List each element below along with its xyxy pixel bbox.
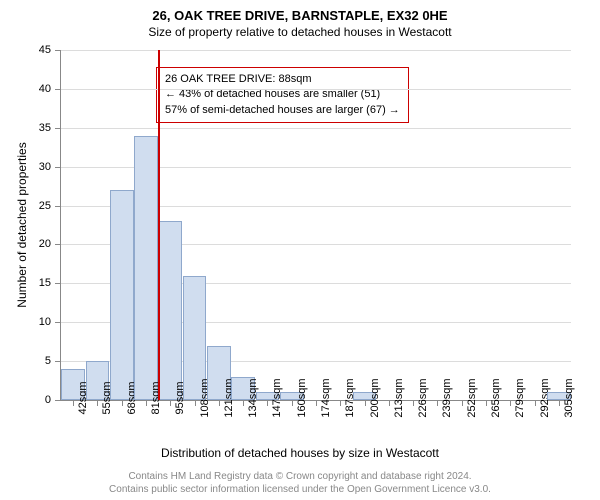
x-tick-label: 200sqm bbox=[369, 378, 381, 417]
y-tick-label: 45 bbox=[39, 44, 51, 56]
y-tick bbox=[55, 206, 61, 207]
histogram-bar bbox=[110, 190, 134, 400]
x-tick-label: 213sqm bbox=[393, 378, 405, 417]
x-tick-label: 239sqm bbox=[441, 378, 453, 417]
y-tick bbox=[55, 128, 61, 129]
x-tick bbox=[97, 400, 98, 406]
x-tick bbox=[267, 400, 268, 406]
grid-line bbox=[61, 89, 571, 90]
x-tick bbox=[146, 400, 147, 406]
y-tick-label: 40 bbox=[39, 83, 51, 95]
y-tick-label: 0 bbox=[45, 394, 51, 406]
y-tick-label: 25 bbox=[39, 200, 51, 212]
y-tick-label: 10 bbox=[39, 316, 51, 328]
x-tick-label: 305sqm bbox=[563, 378, 575, 417]
x-tick bbox=[389, 400, 390, 406]
annotation-line1: 26 OAK TREE DRIVE: 88sqm bbox=[165, 72, 400, 87]
x-tick-label: 252sqm bbox=[466, 378, 478, 417]
x-tick bbox=[340, 400, 341, 406]
x-tick bbox=[122, 400, 123, 406]
x-tick-label: 279sqm bbox=[514, 378, 526, 417]
y-tick bbox=[55, 361, 61, 362]
chart-title-main: 26, OAK TREE DRIVE, BARNSTAPLE, EX32 0HE bbox=[0, 0, 600, 23]
y-tick bbox=[55, 322, 61, 323]
x-tick-label: 226sqm bbox=[417, 378, 429, 417]
x-tick-label: 160sqm bbox=[296, 378, 308, 417]
y-tick bbox=[55, 283, 61, 284]
x-tick bbox=[243, 400, 244, 406]
footer: Contains HM Land Registry data © Crown c… bbox=[0, 470, 600, 496]
y-tick bbox=[55, 244, 61, 245]
x-tick-label: 174sqm bbox=[320, 378, 332, 417]
y-tick-label: 15 bbox=[39, 277, 51, 289]
annotation-box: 26 OAK TREE DRIVE: 88sqm ← 43% of detach… bbox=[156, 67, 409, 123]
chart-container: 26, OAK TREE DRIVE, BARNSTAPLE, EX32 0HE… bbox=[0, 0, 600, 500]
x-tick bbox=[170, 400, 171, 406]
footer-line2: Contains public sector information licen… bbox=[0, 483, 600, 496]
x-tick bbox=[292, 400, 293, 406]
grid-line bbox=[61, 50, 571, 51]
plot-area: 26 OAK TREE DRIVE: 88sqm ← 43% of detach… bbox=[60, 50, 571, 401]
y-tick bbox=[55, 89, 61, 90]
y-tick bbox=[55, 167, 61, 168]
x-tick bbox=[559, 400, 560, 406]
chart-title-sub: Size of property relative to detached ho… bbox=[0, 25, 600, 39]
x-tick bbox=[413, 400, 414, 406]
footer-line1: Contains HM Land Registry data © Crown c… bbox=[0, 470, 600, 483]
x-tick bbox=[486, 400, 487, 406]
x-tick bbox=[462, 400, 463, 406]
y-tick bbox=[55, 50, 61, 51]
x-tick bbox=[195, 400, 196, 406]
annotation-line3: 57% of semi-detached houses are larger (… bbox=[165, 103, 400, 118]
y-tick-label: 5 bbox=[45, 355, 51, 367]
x-tick-label: 265sqm bbox=[490, 378, 502, 417]
marker-line bbox=[158, 50, 160, 400]
x-tick bbox=[316, 400, 317, 406]
x-tick bbox=[437, 400, 438, 406]
x-tick bbox=[535, 400, 536, 406]
histogram-bar bbox=[134, 136, 158, 400]
x-tick bbox=[510, 400, 511, 406]
x-tick bbox=[365, 400, 366, 406]
y-tick-label: 35 bbox=[39, 122, 51, 134]
grid-line bbox=[61, 128, 571, 129]
y-tick bbox=[55, 400, 61, 401]
x-axis-title: Distribution of detached houses by size … bbox=[0, 446, 600, 460]
x-tick bbox=[219, 400, 220, 406]
y-tick-label: 20 bbox=[39, 238, 51, 250]
y-axis-title: Number of detached properties bbox=[15, 142, 29, 307]
y-tick-label: 30 bbox=[39, 161, 51, 173]
x-tick bbox=[73, 400, 74, 406]
histogram-bar bbox=[158, 221, 182, 400]
